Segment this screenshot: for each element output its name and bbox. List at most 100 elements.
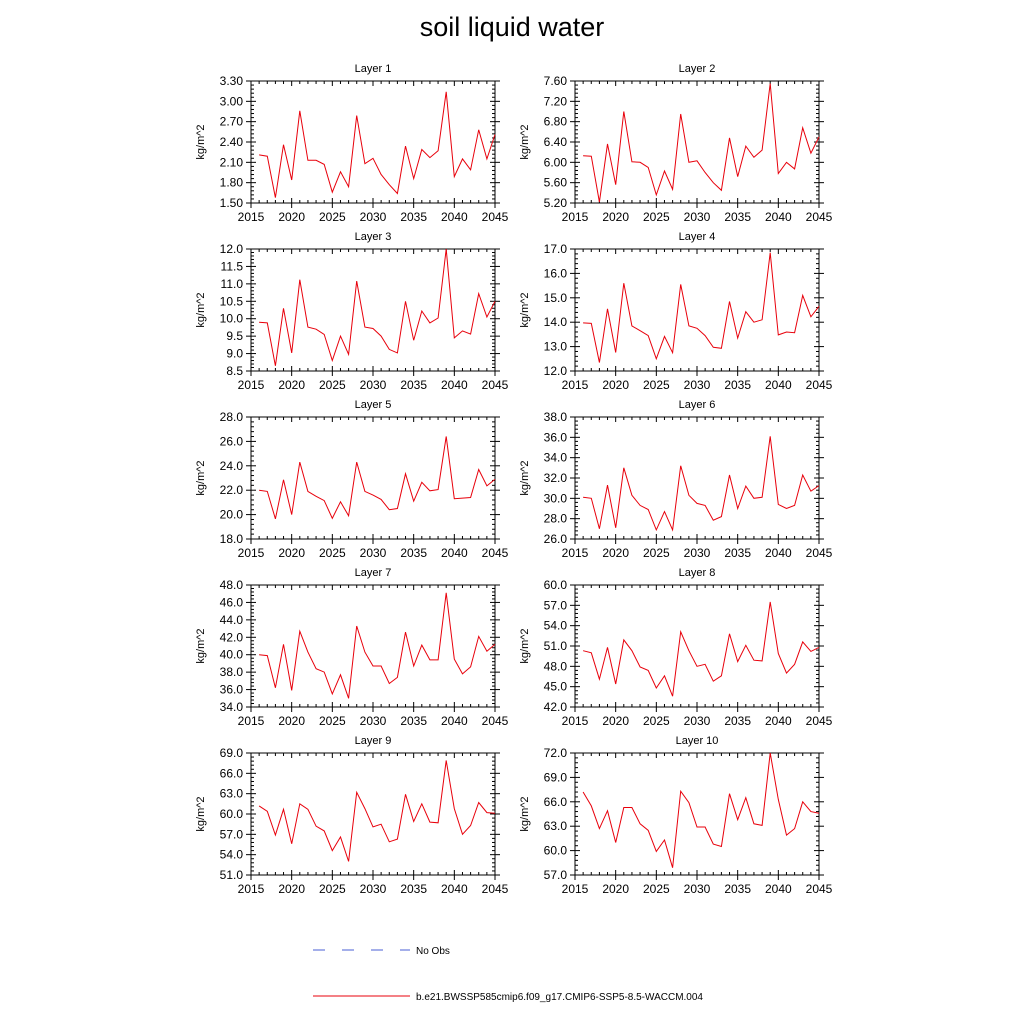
series-line: [259, 592, 496, 699]
panel-title: Layer 5: [355, 399, 392, 411]
panel-layer-7: Layer 7 kg/m^2 2015 2020 2025 2030 2035 2040 204…: [195, 567, 509, 728]
x-tick-label: 2045: [806, 546, 833, 560]
series-line: [582, 752, 820, 868]
y-tick-label: 66.0: [220, 766, 244, 780]
panel-layer-8: Layer 8 kg/m^2 2015 2020 2025 2030 2035 2040 204…: [519, 567, 833, 728]
panel-layer-9: Layer 9 kg/m^2 2015 2020 2025 2030 2035 2040 204…: [195, 735, 509, 896]
y-axis-label: kg/m^2: [519, 628, 531, 663]
y-axis-label: kg/m^2: [519, 460, 531, 495]
x-tick-label: 2030: [684, 546, 711, 560]
x-tick-label: 2030: [684, 378, 711, 392]
x-tick-label: 2030: [684, 210, 711, 224]
y-tick-label: 54.0: [544, 619, 568, 633]
series-line: [259, 91, 496, 198]
panel-title: Layer 8: [679, 567, 716, 579]
panel-layer-6: Layer 6 kg/m^2 2015 2020 2025 2030 2035 2040 204…: [519, 399, 833, 560]
x-tick-label: 2015: [562, 378, 589, 392]
y-axis-label: kg/m^2: [195, 628, 207, 663]
y-axis-label: kg/m^2: [195, 796, 207, 831]
y-tick-label: 46.0: [220, 595, 244, 609]
x-tick-label: 2035: [724, 210, 751, 224]
x-tick-label: 2015: [562, 714, 589, 728]
x-tick-label: 2025: [643, 210, 670, 224]
plot-frame: [250, 80, 496, 204]
y-tick-label: 5.20: [544, 196, 568, 210]
panel-layer-10: Layer 10 kg/m^2 2015 2020 2025 2030 2035 2040 20…: [519, 735, 833, 896]
x-tick-label: 2045: [482, 714, 509, 728]
x-tick-label: 2025: [319, 714, 346, 728]
y-tick-label: 34.0: [544, 451, 568, 465]
series-line: [582, 601, 820, 697]
chart-main-title: soil liquid water: [419, 12, 605, 42]
x-tick-label: 2040: [441, 714, 468, 728]
y-tick-label: 10.5: [220, 294, 244, 308]
x-tick-label: 2025: [643, 882, 670, 896]
panel-title: Layer 6: [679, 399, 716, 411]
panel-title: Layer 10: [676, 735, 719, 747]
y-tick-label: 2.10: [220, 155, 244, 169]
x-tick-label: 2020: [602, 210, 629, 224]
y-tick-label: 42.0: [544, 700, 568, 714]
panel-title: Layer 4: [679, 231, 716, 243]
x-tick-label: 2015: [238, 210, 265, 224]
y-tick-label: 3.00: [220, 94, 244, 108]
x-tick-label: 2020: [278, 210, 305, 224]
y-tick-label: 44.0: [220, 613, 244, 627]
x-tick-label: 2020: [278, 378, 305, 392]
x-tick-label: 2025: [643, 714, 670, 728]
y-tick-label: 42.0: [220, 630, 244, 644]
y-tick-label: 57.0: [544, 598, 568, 612]
x-tick-label: 2040: [441, 378, 468, 392]
y-tick-label: 30.0: [544, 491, 568, 505]
x-tick-label: 2020: [278, 882, 305, 896]
x-tick-label: 2040: [765, 714, 792, 728]
y-tick-label: 72.0: [544, 746, 568, 760]
plot-frame: [574, 752, 820, 876]
x-tick-label: 2040: [765, 378, 792, 392]
x-tick-label: 2025: [319, 378, 346, 392]
x-tick-label: 2035: [400, 378, 427, 392]
y-tick-label: 51.0: [220, 868, 244, 882]
x-tick-label: 2040: [441, 882, 468, 896]
y-tick-label: 1.50: [220, 196, 244, 210]
x-tick-label: 2015: [562, 882, 589, 896]
series-line: [583, 436, 820, 532]
x-tick-label: 2030: [360, 378, 387, 392]
y-tick-label: 60.0: [544, 578, 568, 592]
x-tick-label: 2035: [724, 714, 751, 728]
x-tick-label: 2015: [238, 378, 265, 392]
x-tick-label: 2040: [765, 882, 792, 896]
y-tick-label: 26.0: [220, 434, 244, 448]
panel-layer-3: Layer 3 kg/m^2 2015 2020 2025 2030 2035 2040 204…: [195, 231, 509, 392]
y-tick-label: 12.0: [220, 242, 244, 256]
y-tick-label: 12.0: [544, 364, 568, 378]
y-tick-label: 11.0: [221, 277, 244, 291]
y-tick-label: 22.0: [220, 483, 244, 497]
y-tick-label: 15.0: [544, 291, 568, 305]
y-axis-label: kg/m^2: [195, 292, 207, 327]
y-tick-label: 2.70: [220, 115, 244, 129]
plot-frame: [574, 416, 820, 540]
x-tick-label: 2025: [319, 210, 346, 224]
y-tick-label: 18.0: [220, 532, 244, 546]
y-tick-label: 6.00: [544, 155, 568, 169]
panel-layer-5: Layer 5 kg/m^2 2015 2020 2025 2030 2035 2040 204…: [195, 399, 509, 560]
series-line: [583, 252, 820, 363]
y-tick-label: 48.0: [544, 659, 568, 673]
y-tick-label: 40.0: [220, 648, 244, 662]
panel-title: Layer 2: [679, 63, 716, 75]
x-tick-label: 2045: [482, 210, 509, 224]
x-tick-label: 2015: [238, 882, 265, 896]
y-tick-label: 6.40: [544, 135, 568, 149]
y-tick-label: 36.0: [220, 683, 244, 697]
y-tick-label: 17.0: [544, 242, 568, 256]
y-tick-label: 38.0: [544, 410, 568, 424]
y-tick-label: 11.5: [221, 259, 244, 273]
panel-title: Layer 9: [355, 735, 392, 747]
x-tick-label: 2015: [562, 210, 589, 224]
y-tick-label: 7.20: [544, 94, 568, 108]
y-tick-label: 69.0: [544, 770, 568, 784]
plot-frame: [250, 248, 496, 372]
legend-label-model-run: b.e21.BWSSP585cmip6.f09_g17.CMIP6-SSP5-8…: [416, 992, 703, 1003]
x-tick-label: 2025: [643, 546, 670, 560]
